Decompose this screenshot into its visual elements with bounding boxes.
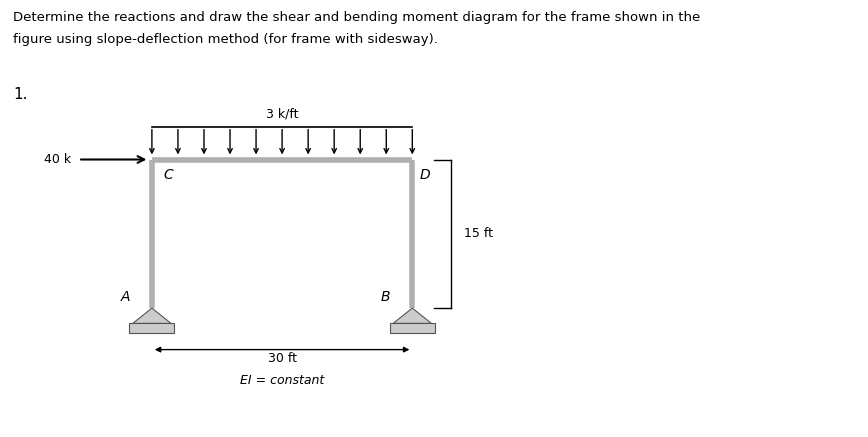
Text: figure using slope-deflection method (for frame with sidesway).: figure using slope-deflection method (fo… [13, 33, 437, 46]
Text: 30 ft: 30 ft [267, 352, 297, 365]
Polygon shape [393, 308, 431, 323]
Bar [129, 323, 174, 333]
Text: A: A [121, 290, 130, 304]
Polygon shape [133, 308, 171, 323]
Text: 15 ft: 15 ft [464, 227, 493, 240]
Text: Determine the reactions and draw the shear and bending moment diagram for the fr: Determine the reactions and draw the she… [13, 11, 700, 24]
Text: D: D [419, 168, 430, 182]
Text: 40 k: 40 k [44, 153, 71, 166]
Bar [390, 323, 435, 333]
Text: B: B [381, 290, 391, 304]
Text: EI = constant: EI = constant [240, 374, 325, 387]
Text: 1.: 1. [13, 87, 28, 102]
Text: C: C [163, 168, 173, 182]
Text: 3 k/ft: 3 k/ft [266, 107, 299, 120]
